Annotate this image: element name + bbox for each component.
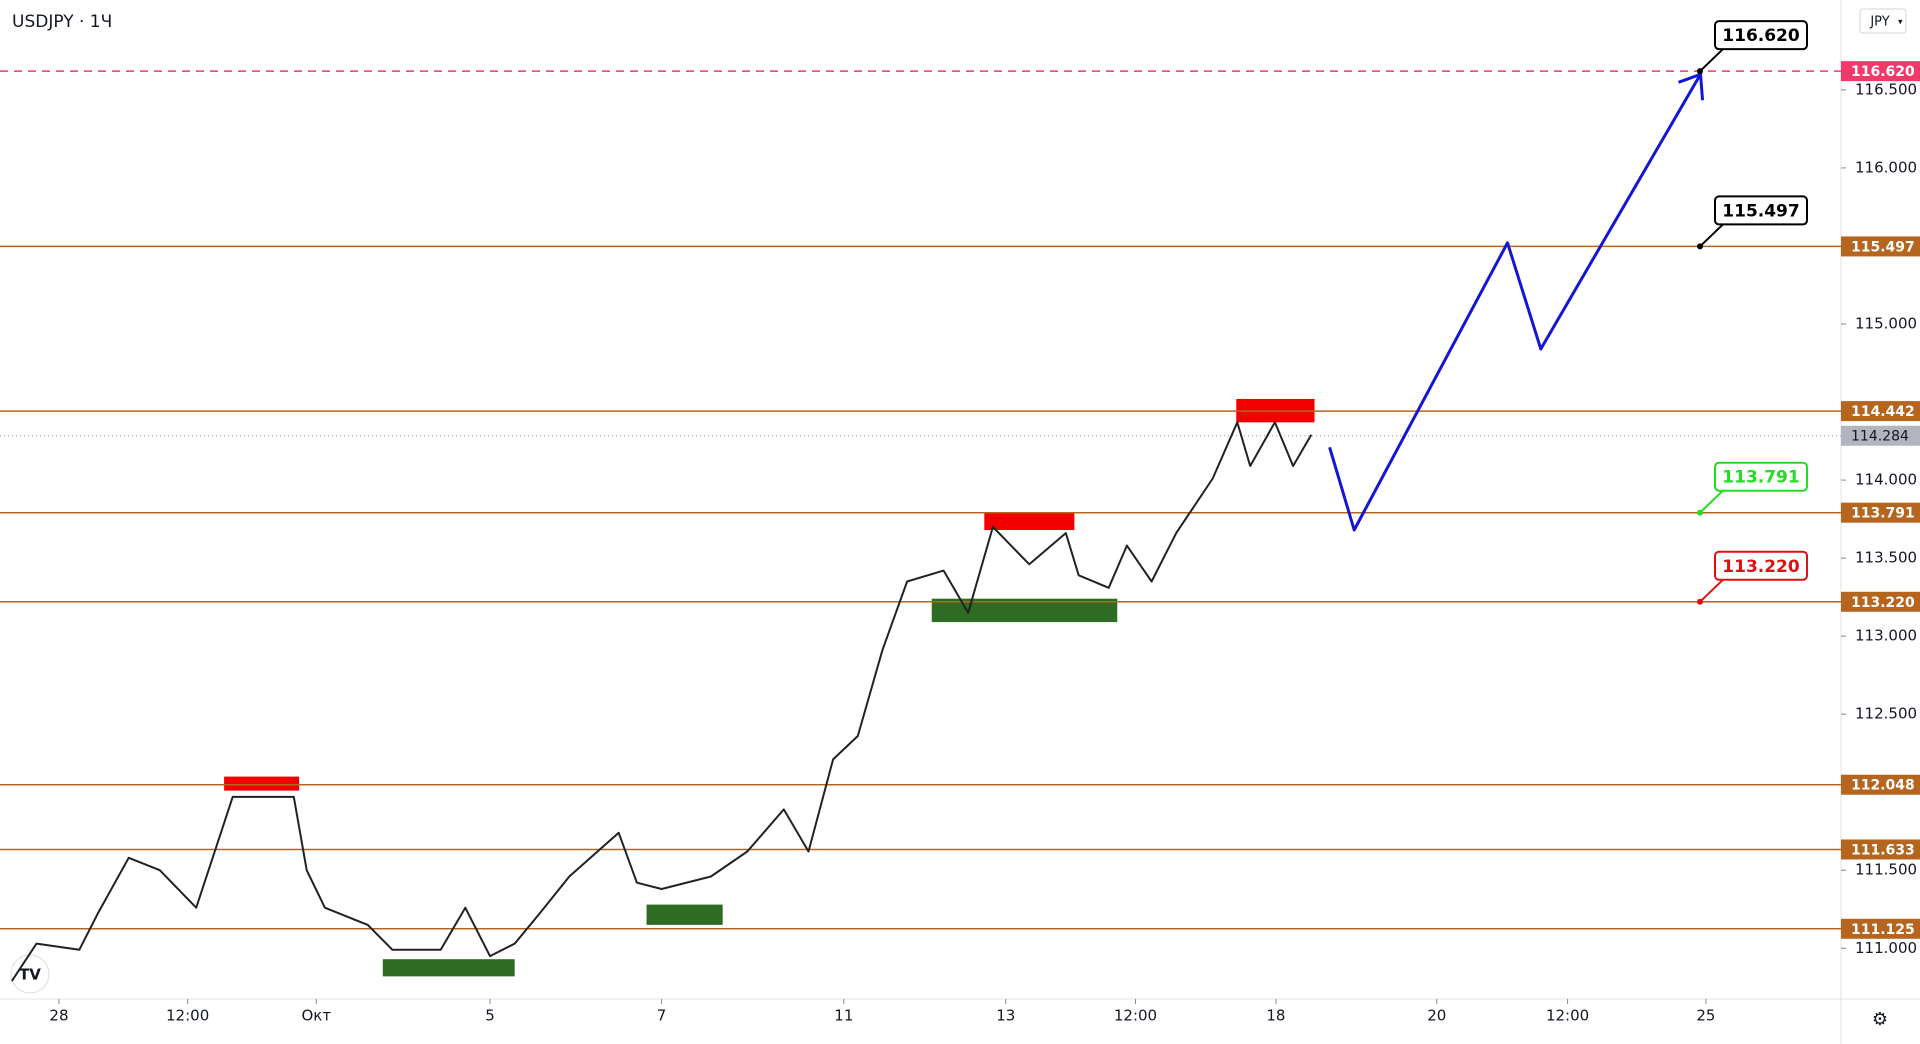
zone bbox=[646, 904, 723, 925]
y-tick-label: 116.000 bbox=[1855, 158, 1917, 176]
level-badge bbox=[1841, 236, 1920, 257]
callout-pointer bbox=[1699, 487, 1726, 514]
level-badge bbox=[1841, 918, 1920, 939]
callout-pointer bbox=[1699, 46, 1726, 72]
last-price-badge bbox=[1841, 425, 1920, 446]
x-tick-label: Окт bbox=[301, 1007, 331, 1025]
callout-box bbox=[1714, 550, 1808, 581]
level-badge bbox=[1841, 502, 1920, 523]
x-tick-label: 13 bbox=[996, 1007, 1015, 1025]
y-tick-label: 111.000 bbox=[1855, 939, 1917, 957]
level-badge bbox=[1841, 839, 1920, 860]
x-tick-label: 18 bbox=[1266, 1007, 1285, 1025]
level-label: 116.620 bbox=[1851, 64, 1915, 80]
y-tick-label: 112.500 bbox=[1855, 705, 1917, 723]
projection-arrowhead bbox=[1678, 72, 1705, 101]
currency-button[interactable] bbox=[1859, 8, 1907, 34]
callout-anchor bbox=[1697, 243, 1703, 250]
level-badge bbox=[1841, 774, 1920, 795]
svg-text:TV: TV bbox=[19, 966, 41, 984]
callout-box bbox=[1714, 20, 1808, 51]
currency-caret[interactable]: ▾ bbox=[1898, 18, 1903, 28]
y-tick-label: 113.500 bbox=[1855, 549, 1917, 567]
callout-box bbox=[1714, 461, 1808, 492]
callout-label: 113.791 bbox=[1722, 468, 1799, 488]
last-price-label: 114.284 bbox=[1851, 429, 1909, 445]
x-tick-label: 20 bbox=[1427, 1007, 1446, 1025]
level-label: 113.791 bbox=[1851, 506, 1915, 522]
level-label: 113.220 bbox=[1851, 595, 1915, 611]
y-tick-label: 115.000 bbox=[1855, 315, 1917, 333]
x-tick-label: 7 bbox=[657, 1007, 667, 1025]
x-tick-label: 12:00 bbox=[1114, 1007, 1157, 1025]
callout-pointer bbox=[1699, 577, 1726, 603]
callout-box bbox=[1714, 195, 1808, 226]
callout-anchor bbox=[1697, 598, 1703, 605]
level-badge bbox=[1841, 401, 1920, 422]
level-label: 115.497 bbox=[1851, 239, 1915, 255]
x-tick-label: 5 bbox=[485, 1007, 495, 1025]
currency-label[interactable]: JPY bbox=[1869, 15, 1889, 30]
level-badge bbox=[1841, 591, 1920, 612]
callout-label: 115.497 bbox=[1722, 201, 1799, 221]
level-label: 111.633 bbox=[1851, 842, 1915, 858]
callout-label: 113.220 bbox=[1722, 557, 1800, 577]
zone bbox=[224, 776, 300, 791]
price-line bbox=[10, 421, 1313, 982]
zone bbox=[931, 598, 1118, 623]
callout-label: 116.620 bbox=[1722, 26, 1800, 46]
x-tick-label: 11 bbox=[834, 1007, 853, 1025]
y-tick-label: 116.500 bbox=[1855, 80, 1917, 98]
callout-pointer bbox=[1699, 221, 1726, 248]
x-tick-label: 25 bbox=[1696, 1007, 1715, 1025]
level-badge bbox=[1841, 61, 1920, 82]
x-tick-label: 12:00 bbox=[166, 1007, 209, 1025]
projection-path bbox=[1328, 73, 1702, 532]
level-label: 112.048 bbox=[1851, 778, 1915, 794]
level-label: 114.442 bbox=[1851, 404, 1915, 420]
settings-icon[interactable]: ⚙ bbox=[1872, 1009, 1888, 1030]
level-label: 111.125 bbox=[1851, 922, 1915, 938]
zone bbox=[984, 512, 1075, 531]
zone bbox=[382, 959, 515, 977]
y-tick-label: 114.000 bbox=[1855, 471, 1917, 489]
callout-anchor bbox=[1697, 68, 1703, 75]
y-tick-label: 113.000 bbox=[1855, 627, 1917, 645]
x-tick-label: 28 bbox=[49, 1007, 68, 1025]
logo: TV bbox=[10, 954, 50, 994]
callout-anchor bbox=[1697, 509, 1703, 516]
y-tick-label: 111.500 bbox=[1855, 861, 1917, 879]
symbol-title: USDJPY · 1Ч bbox=[12, 12, 112, 32]
x-tick-label: 12:00 bbox=[1546, 1007, 1589, 1025]
